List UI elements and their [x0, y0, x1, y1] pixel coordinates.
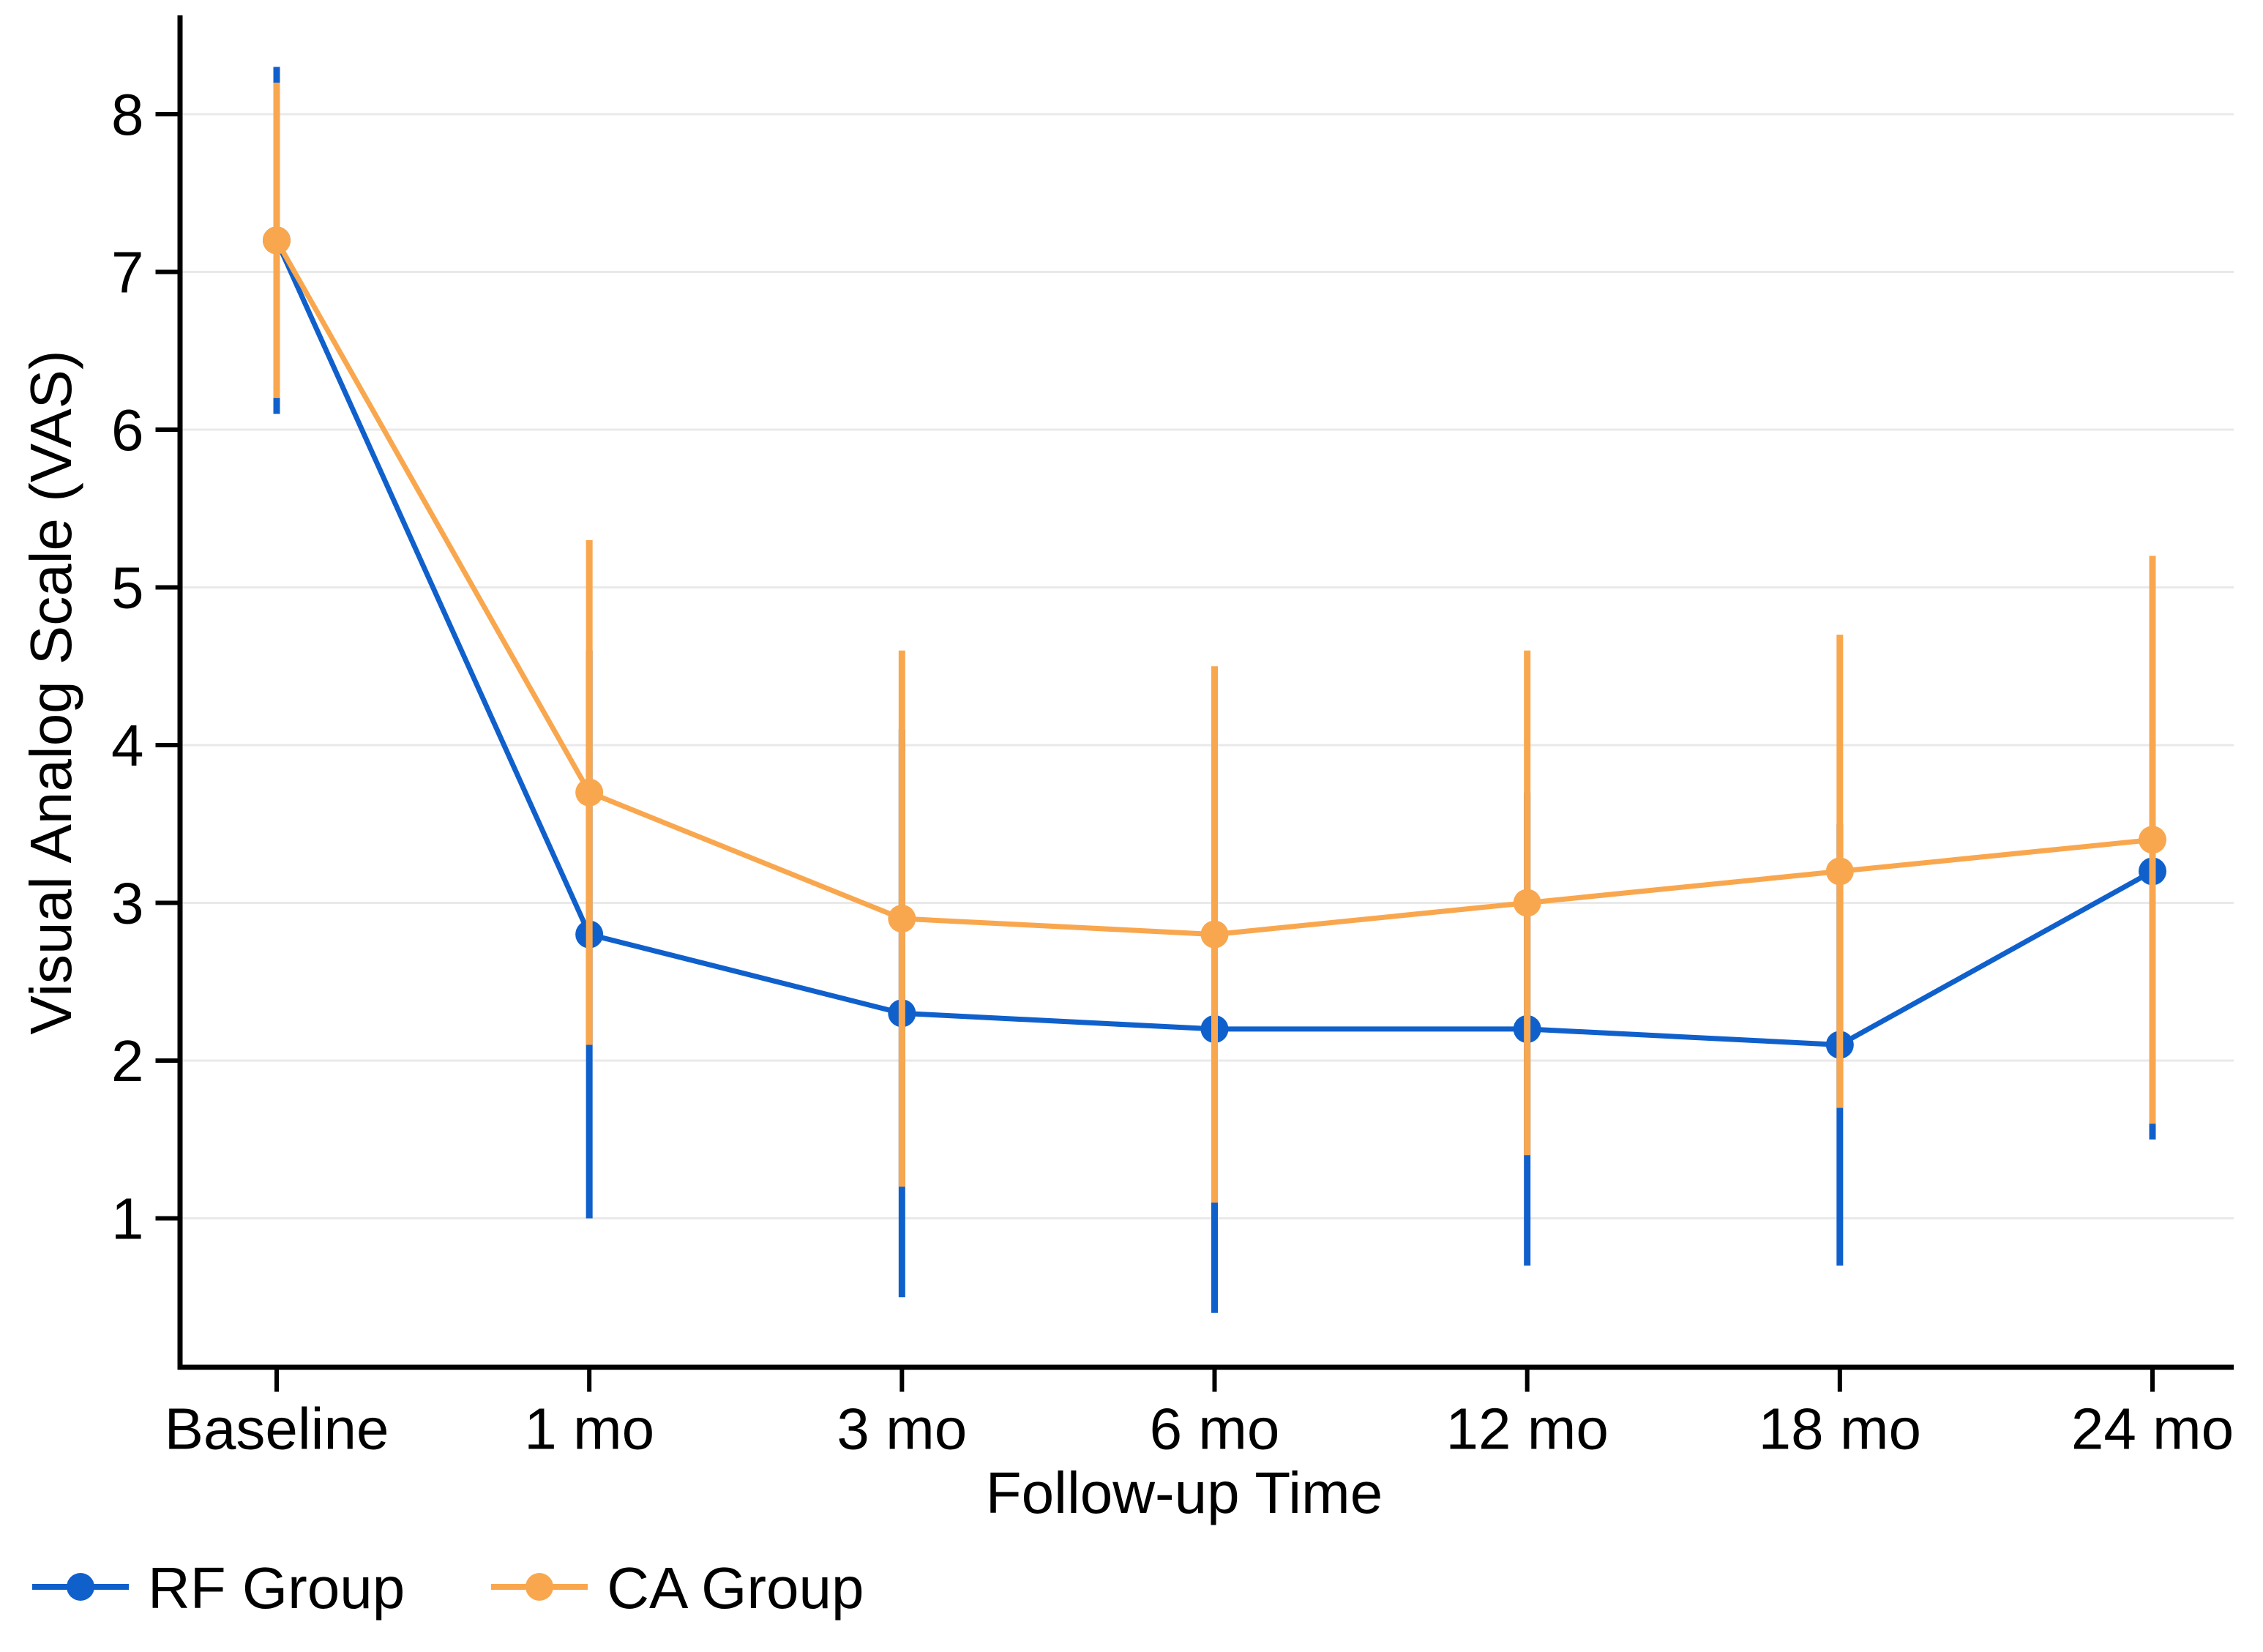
- marker-ca-group: [1513, 889, 1541, 917]
- y-tick-label: 8: [111, 82, 144, 147]
- legend-label-rf-group: RF Group: [148, 1555, 405, 1621]
- x-tick-label: Baseline: [165, 1397, 389, 1462]
- x-tick-label: 12 mo: [1445, 1397, 1608, 1462]
- series-ca-group: [263, 82, 2166, 1203]
- y-tick-label: 5: [111, 556, 144, 621]
- y-tick-label: 2: [111, 1028, 144, 1094]
- y-tick-label: 4: [111, 713, 144, 778]
- ca-group-line-marker-icon: [491, 1568, 588, 1610]
- y-tick-label: 1: [111, 1186, 144, 1252]
- marker-ca-group: [2139, 826, 2166, 854]
- legend-swatch-svg: [32, 1572, 129, 1601]
- marker-ca-group: [1825, 857, 1854, 886]
- legend-item-rf-group: RF Group: [32, 1559, 405, 1618]
- legend-item-ca-group: CA Group: [491, 1559, 864, 1618]
- x-tick-label: 24 mo: [2071, 1397, 2234, 1462]
- marker-ca-group: [575, 778, 604, 807]
- legend-swatch-svg: [491, 1572, 588, 1601]
- x-axis-title: Follow-up Time: [985, 1460, 1383, 1525]
- gridlines: [180, 113, 2234, 1219]
- y-tick-labels: 1 2 3 4 5 6 7 8: [111, 82, 178, 1252]
- y-tick-label: 6: [111, 397, 144, 463]
- axes: [177, 15, 2234, 1370]
- x-tick-label: 6 mo: [1150, 1397, 1280, 1462]
- y-tick-label: 3: [111, 871, 144, 936]
- marker-ca-group: [1200, 920, 1229, 949]
- y-tick-label: 7: [111, 240, 144, 305]
- y-axis-title: Visual Analog Scale (VAS): [18, 350, 83, 1035]
- marker-ca-group: [263, 226, 291, 255]
- x-tick-label: 3 mo: [837, 1397, 967, 1462]
- x-tick-labels: Baseline 1 mo 3 mo 6 mo 12 mo 18 mo 24 mo: [165, 1369, 2234, 1462]
- marker-ca-group: [888, 905, 916, 933]
- x-tick-label: 18 mo: [1759, 1397, 1921, 1462]
- legend: RF Group CA Group: [32, 1559, 864, 1618]
- x-tick-label: 1 mo: [524, 1397, 654, 1462]
- rf-group-line-marker-icon: [32, 1568, 129, 1610]
- legend-label-ca-group: CA Group: [607, 1555, 864, 1621]
